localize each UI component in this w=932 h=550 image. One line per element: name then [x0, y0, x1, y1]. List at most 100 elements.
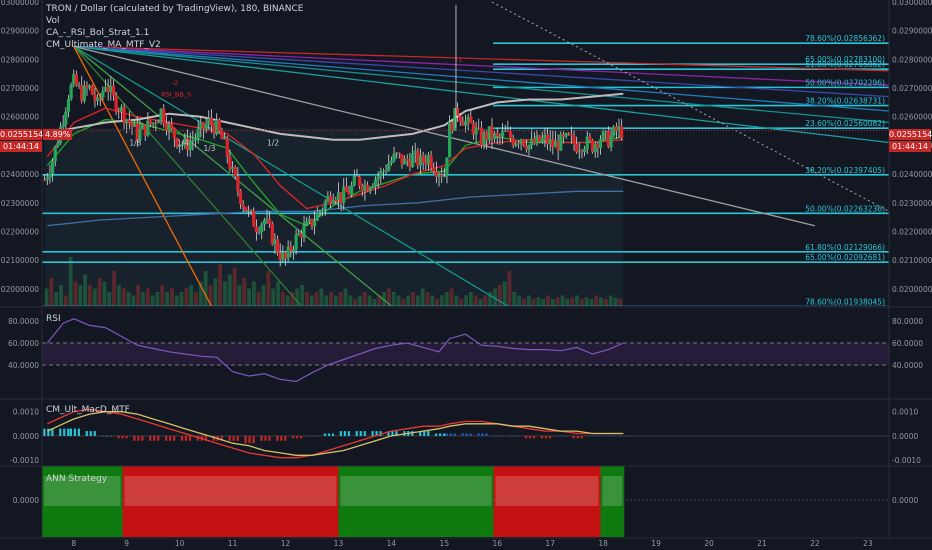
- volume-bar: [329, 292, 333, 306]
- macd-histogram-bar: [276, 435, 279, 441]
- candle-body: [381, 170, 386, 172]
- candle-body: [474, 127, 478, 135]
- macd-histogram-bar: [477, 433, 480, 436]
- macd-histogram-bar: [248, 435, 251, 444]
- volume-bar: [425, 292, 430, 306]
- candle-body: [604, 130, 608, 132]
- candle-body: [220, 130, 224, 140]
- candle-body: [569, 134, 573, 136]
- ann-segment-long: [600, 466, 625, 537]
- volume-bar: [478, 299, 483, 306]
- candle-body: [408, 160, 412, 168]
- candle-body: [421, 155, 425, 163]
- macd-histogram-bar: [544, 435, 548, 439]
- macd-tick-right: -0.0010: [892, 456, 921, 465]
- candle-body: [156, 121, 161, 124]
- candle-body: [262, 220, 266, 225]
- candle-body: [545, 134, 550, 145]
- macd-histogram-bar: [236, 435, 239, 441]
- candle-body: [310, 219, 314, 227]
- volume-bar: [261, 285, 266, 306]
- volume-bar: [560, 295, 565, 306]
- volume-bar: [618, 299, 623, 306]
- candle-body: [508, 130, 513, 139]
- trend-line: [73, 45, 889, 112]
- candle-body: [344, 186, 348, 192]
- ann-pane[interactable]: 0.0000 0.0000: [13, 466, 919, 537]
- macd-histogram-bar: [427, 431, 430, 436]
- volume-bar: [145, 288, 150, 306]
- macd-histogram-bar: [517, 435, 520, 437]
- macd-histogram-bar: [260, 435, 263, 441]
- y-tick-left: 0.03000000: [0, 0, 39, 7]
- y-tick-right: 0.02800000: [892, 55, 932, 64]
- candle-body: [201, 122, 206, 130]
- candle-body: [479, 127, 483, 146]
- indicator-rsi-bol[interactable]: CA_-_RSI_Bol_Strat_1.1: [46, 28, 150, 38]
- candle-body: [180, 144, 184, 146]
- candle-body: [207, 118, 211, 125]
- macd-histogram-bar: [529, 435, 532, 439]
- volume-bar: [102, 281, 107, 306]
- volume-bar: [555, 297, 560, 306]
- macd-histogram-bar: [540, 435, 544, 439]
- y-tick-left: 0.02400000: [0, 170, 39, 179]
- volume-bar: [468, 292, 473, 306]
- volume-bar: [396, 295, 401, 306]
- y-tick-left: 0.02800000: [0, 55, 39, 64]
- volume-bar: [280, 292, 285, 306]
- volume-bar: [401, 299, 406, 306]
- macd-histogram-bar: [67, 428, 70, 436]
- candle-body: [424, 162, 428, 165]
- indicator-ma-mtf[interactable]: CM_Ultimate_MA_MTF_V2: [46, 40, 161, 50]
- macd-pane[interactable]: 0.0010 0.0010 0.0000 0.0000 -0.0010 -0.0010: [10, 408, 921, 465]
- candle-body: [355, 175, 359, 177]
- candle-body: [429, 155, 433, 168]
- macd-histogram-bar: [445, 433, 448, 436]
- volume-bar: [449, 288, 454, 306]
- candle-body: [387, 163, 391, 171]
- candle-body: [215, 119, 219, 134]
- candle-body: [146, 120, 150, 136]
- candle-body: [159, 108, 163, 122]
- volume-bar: [150, 295, 155, 306]
- rsi-pane[interactable]: 80.0000 80.0000 60.0000 60.0000 40.0000 40.00…: [8, 317, 923, 383]
- volume-bar: [295, 288, 300, 306]
- candle-body: [538, 135, 542, 142]
- candle-body: [119, 106, 124, 113]
- macd-histogram-bar: [296, 435, 299, 439]
- x-tick-label: 14: [387, 539, 397, 548]
- candle-body: [122, 106, 126, 124]
- volume-bar: [348, 295, 353, 306]
- fan-label: 1/4: [177, 138, 189, 147]
- candle-body: [395, 152, 399, 154]
- candle-body: [246, 210, 251, 212]
- candle-body: [225, 137, 229, 157]
- macd-tick-left: -0.0010: [10, 456, 39, 465]
- x-tick-label: 13: [334, 539, 344, 548]
- macd-histogram-bar: [612, 435, 615, 437]
- candle-body: [524, 145, 528, 150]
- candle-body: [379, 171, 383, 177]
- macd-histogram-bar: [379, 431, 382, 436]
- macd-histogram-bar: [93, 431, 96, 436]
- candle-body: [125, 119, 129, 124]
- candle-body: [506, 130, 510, 132]
- y-tick-left: 0.02900000: [0, 27, 39, 36]
- candle-body: [620, 126, 624, 138]
- volume-bar: [170, 288, 174, 306]
- macd-histogram-bar: [387, 431, 390, 436]
- volume-bar: [179, 292, 184, 306]
- volume-bar: [92, 288, 97, 306]
- macd-histogram-bar: [77, 428, 80, 436]
- indicator-vol[interactable]: Vol: [46, 16, 60, 26]
- candle-body: [495, 133, 499, 137]
- candle-body: [135, 123, 139, 140]
- volume-bar: [440, 295, 444, 306]
- y-tick-left: 0.02300000: [0, 199, 39, 208]
- fib-level-label: 61.80%(0.02765862): [805, 60, 885, 69]
- price-pane[interactable]: 0.03000000 0.03000000 0.02900000 0.02900000…: [0, 0, 932, 307]
- volume-bar: [165, 292, 170, 306]
- volume-bar: [73, 281, 78, 306]
